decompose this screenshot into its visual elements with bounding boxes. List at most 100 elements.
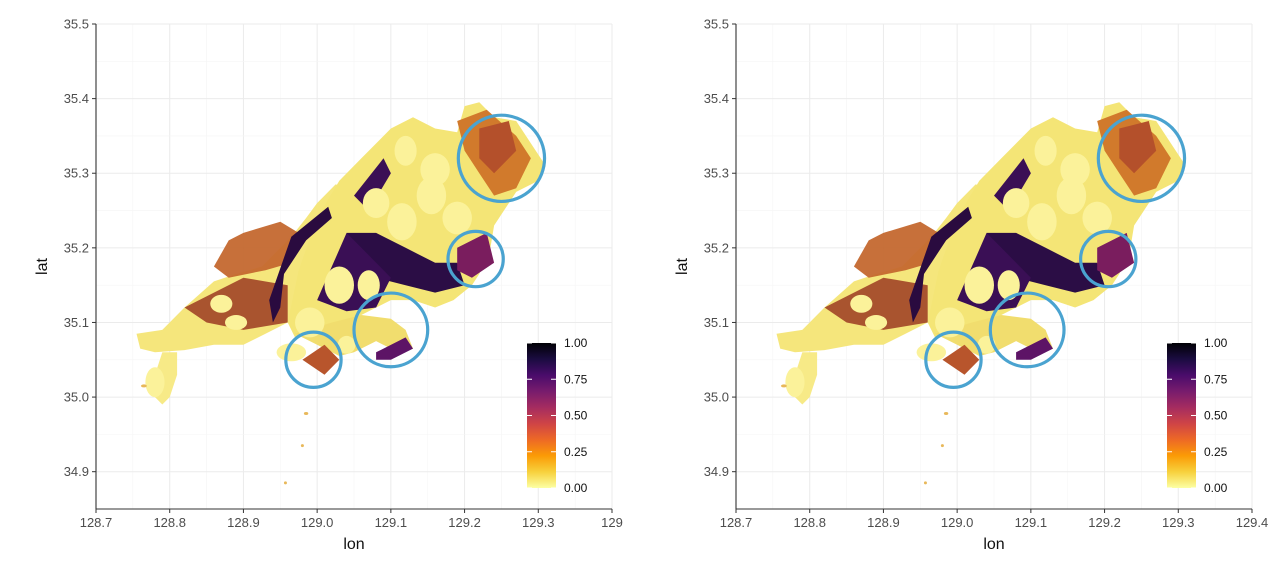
land-cell bbox=[1097, 232, 1135, 278]
islet-cell bbox=[943, 411, 949, 415]
land-cell bbox=[964, 266, 994, 304]
land-cell bbox=[850, 294, 873, 313]
islet-cell bbox=[940, 444, 944, 448]
land-cell bbox=[853, 221, 939, 278]
land-cell bbox=[394, 135, 417, 166]
y-tick-label: 35.3 bbox=[704, 166, 729, 181]
land-cell bbox=[210, 294, 233, 313]
annotation-circle bbox=[456, 113, 547, 204]
heatmap-raster bbox=[776, 102, 1186, 485]
colorbar-label: 0.25 bbox=[564, 445, 588, 459]
land-cell bbox=[1016, 337, 1053, 360]
colorbar-label: 0.00 bbox=[564, 481, 588, 495]
y-tick-label: 35.3 bbox=[64, 166, 89, 181]
land-cell bbox=[269, 206, 332, 323]
right-heatmap-chart: 128.7 128.8 128.9 129.0 129.1 129.2 129.3 129.4… bbox=[674, 17, 1269, 554]
annotation-circles bbox=[284, 113, 547, 390]
land-cell bbox=[324, 266, 354, 304]
x-tick-label: 129.4 bbox=[1236, 515, 1269, 530]
y-tick-label: 34.9 bbox=[704, 464, 729, 479]
land-cell bbox=[942, 344, 980, 375]
y-tick-label: 35.1 bbox=[64, 315, 89, 330]
y-axis-title: lat bbox=[34, 258, 51, 275]
axes: 128.7 128.8 128.9 129.0 129.1 129.2 129.3 129.4… bbox=[704, 17, 1269, 531]
land-cell bbox=[387, 203, 417, 241]
colorbar-label: 0.75 bbox=[564, 372, 588, 386]
land-cell bbox=[457, 232, 495, 278]
axes: 128.7 128.8 128.9 129.0 129.1 129.2 129.3 129 34… bbox=[64, 17, 623, 531]
colorbar-label: 0.00 bbox=[1204, 481, 1228, 495]
land-cell bbox=[225, 315, 248, 330]
x-tick-label: 129.2 bbox=[1088, 515, 1121, 530]
islet-cell bbox=[303, 411, 309, 415]
land-cell bbox=[1119, 121, 1157, 174]
land-cell bbox=[479, 121, 517, 174]
y-tick-label: 35.1 bbox=[704, 315, 729, 330]
land-cell bbox=[1027, 203, 1057, 241]
x-tick-label: 128.9 bbox=[867, 515, 900, 530]
land-cell bbox=[909, 206, 972, 323]
annotation-circle bbox=[446, 229, 505, 289]
x-tick-label: 129.3 bbox=[1162, 515, 1195, 530]
x-tick-label: 129.3 bbox=[522, 515, 555, 530]
land-cell bbox=[302, 344, 340, 375]
y-tick-label: 34.9 bbox=[64, 464, 89, 479]
x-tick-label: 129.0 bbox=[301, 515, 334, 530]
y-tick-label: 35.4 bbox=[704, 91, 729, 106]
islet-cell bbox=[780, 384, 787, 388]
y-tick-label: 35.4 bbox=[64, 91, 89, 106]
x-axis-title: lon bbox=[343, 536, 364, 553]
x-tick-label: 129.1 bbox=[375, 515, 408, 530]
y-tick-label: 35.5 bbox=[64, 17, 89, 32]
land-cell bbox=[376, 337, 413, 360]
islet-cell bbox=[140, 384, 147, 388]
colorbar-label: 0.50 bbox=[564, 409, 588, 423]
land-cell bbox=[420, 153, 450, 186]
y-axis-title: lat bbox=[674, 258, 691, 275]
annotation-circle bbox=[988, 291, 1066, 369]
colorbar-legend: 0.00 0.25 0.50 0.75 1.00 bbox=[527, 336, 588, 495]
land-cell bbox=[213, 221, 299, 278]
y-tick-label: 35.2 bbox=[64, 240, 89, 255]
colorbar-label: 1.00 bbox=[564, 336, 588, 350]
land-cell bbox=[1056, 176, 1087, 215]
land-cell bbox=[295, 307, 325, 338]
land-cell bbox=[1082, 201, 1112, 235]
colorbar-label: 1.00 bbox=[1204, 336, 1228, 350]
land-cell bbox=[1002, 188, 1030, 218]
y-tick-label: 35.5 bbox=[704, 17, 729, 32]
annotation-circles bbox=[924, 113, 1187, 390]
heatmap-raster bbox=[136, 102, 546, 485]
land-cell bbox=[865, 315, 888, 330]
x-tick-label: 129.1 bbox=[1015, 515, 1048, 530]
land-cell bbox=[145, 367, 165, 398]
land-cell bbox=[416, 176, 447, 215]
annotation-circle bbox=[1079, 229, 1138, 289]
land-cell bbox=[994, 158, 1031, 211]
land-cell bbox=[184, 277, 288, 330]
land-cell bbox=[785, 367, 805, 398]
x-tick-label: 128.7 bbox=[80, 515, 113, 530]
x-tick-label: 128.8 bbox=[153, 515, 186, 530]
x-tick-label: 128.8 bbox=[793, 515, 826, 530]
colorbar-label: 0.75 bbox=[1204, 372, 1228, 386]
colorbar-legend: 0.00 0.25 0.50 0.75 1.00 bbox=[1167, 336, 1228, 495]
y-tick-label: 35.0 bbox=[704, 390, 729, 405]
y-tick-label: 35.0 bbox=[64, 390, 89, 405]
x-tick-label: 129 bbox=[601, 515, 623, 530]
colorbar-label: 0.50 bbox=[1204, 409, 1228, 423]
land-cell bbox=[824, 277, 928, 330]
land-cell bbox=[276, 343, 307, 362]
land-cell bbox=[357, 270, 380, 301]
x-tick-label: 129.2 bbox=[448, 515, 481, 530]
left-map-panel: 128.7 128.8 128.9 129.0 129.1 129.2 129.3 129 34… bbox=[0, 0, 640, 561]
annotation-circle bbox=[924, 330, 983, 390]
annotation-circle bbox=[284, 330, 343, 390]
land-cell bbox=[442, 201, 472, 235]
land-cell bbox=[1034, 135, 1057, 166]
land-cell bbox=[997, 270, 1020, 301]
y-tick-label: 35.2 bbox=[704, 240, 729, 255]
annotation-circle bbox=[352, 291, 430, 369]
right-map-panel: 128.7 128.8 128.9 129.0 129.1 129.2 129.3 129.4… bbox=[640, 0, 1283, 561]
land-cell bbox=[1060, 153, 1090, 186]
